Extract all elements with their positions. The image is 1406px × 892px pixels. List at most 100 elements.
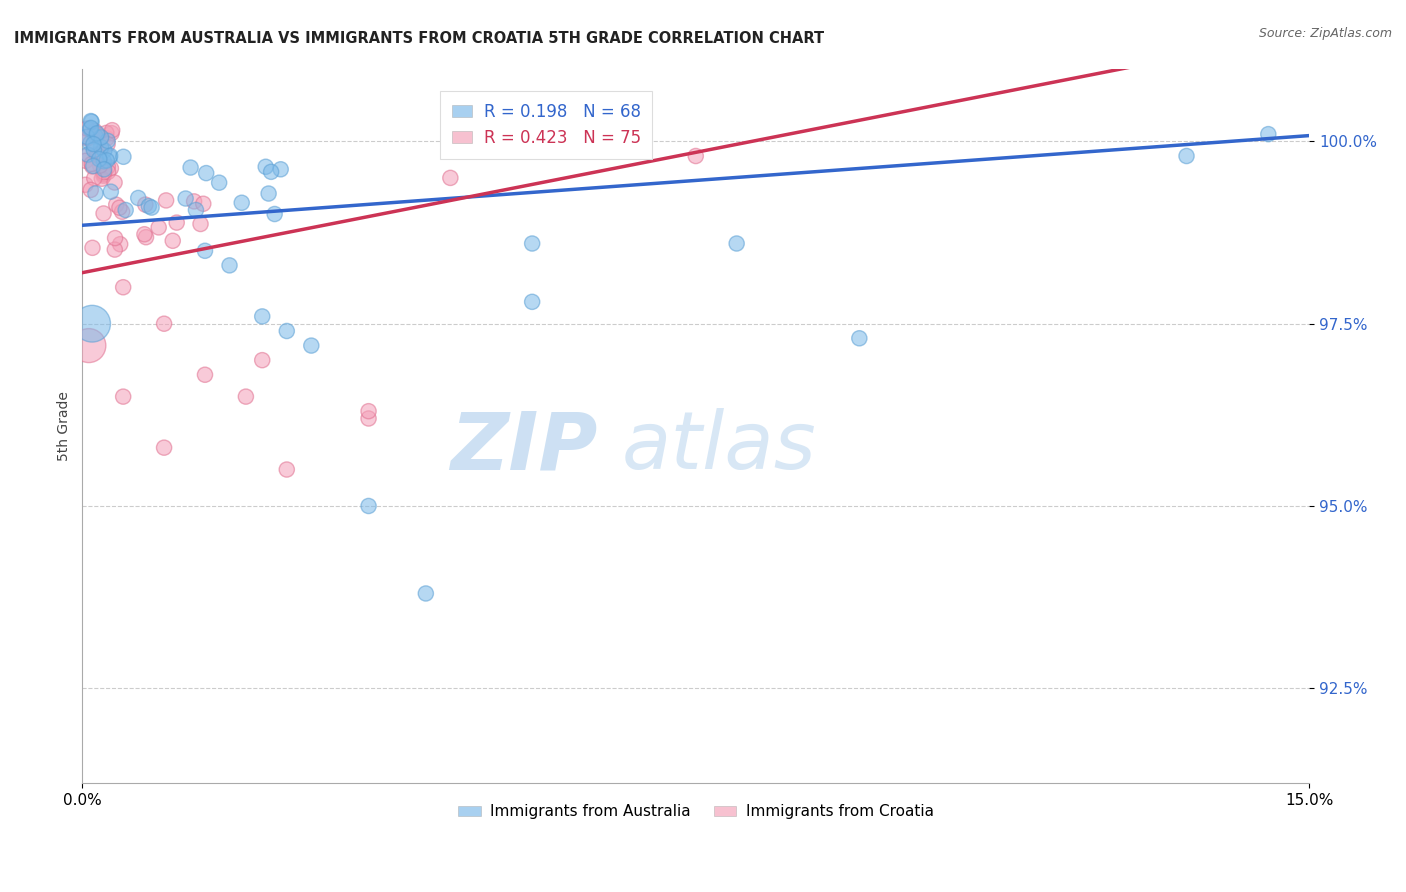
Text: Source: ZipAtlas.com: Source: ZipAtlas.com xyxy=(1258,27,1392,40)
Point xyxy=(89,152,111,166)
Point xyxy=(134,227,156,242)
Point xyxy=(357,411,380,425)
Point xyxy=(193,196,215,211)
Point xyxy=(218,259,240,273)
Point xyxy=(184,202,207,217)
Point xyxy=(190,217,212,231)
Point xyxy=(1175,149,1198,163)
Point xyxy=(90,130,112,145)
Point xyxy=(84,129,107,144)
Point xyxy=(685,149,707,163)
Point xyxy=(86,128,108,142)
Point xyxy=(77,148,100,162)
Point xyxy=(104,243,127,257)
Point xyxy=(98,149,121,163)
Point xyxy=(195,166,218,180)
Point xyxy=(90,171,112,186)
Point xyxy=(97,160,120,174)
Point xyxy=(415,586,437,600)
Point xyxy=(82,241,104,255)
Point xyxy=(439,170,461,185)
Point xyxy=(100,161,122,176)
Point xyxy=(97,137,120,152)
Point xyxy=(101,123,124,137)
Point xyxy=(194,368,217,382)
Point xyxy=(83,124,105,138)
Point xyxy=(134,197,156,211)
Point xyxy=(90,130,112,145)
Point xyxy=(98,150,121,164)
Point xyxy=(76,129,98,144)
Point xyxy=(76,121,98,136)
Point xyxy=(100,126,122,140)
Point xyxy=(1257,127,1279,141)
Point xyxy=(231,195,253,210)
Point xyxy=(75,178,97,192)
Point xyxy=(235,390,257,404)
Point xyxy=(194,244,217,258)
Point xyxy=(77,131,100,145)
Point xyxy=(263,207,285,221)
Point xyxy=(252,353,274,368)
Point xyxy=(260,165,283,179)
Point xyxy=(79,136,101,151)
Point xyxy=(103,176,125,190)
Point xyxy=(96,131,118,145)
Point xyxy=(86,148,108,162)
Point xyxy=(108,237,131,252)
Point xyxy=(114,202,136,217)
Point xyxy=(82,159,104,173)
Point xyxy=(80,114,103,128)
Point xyxy=(108,201,131,215)
Point xyxy=(84,186,107,201)
Point xyxy=(93,167,115,181)
Text: atlas: atlas xyxy=(621,409,817,486)
Point xyxy=(83,143,105,157)
Point xyxy=(153,441,176,455)
Point xyxy=(80,157,103,171)
Point xyxy=(83,128,105,142)
Text: IMMIGRANTS FROM AUSTRALIA VS IMMIGRANTS FROM CROATIA 5TH GRADE CORRELATION CHART: IMMIGRANTS FROM AUSTRALIA VS IMMIGRANTS … xyxy=(14,31,824,46)
Point xyxy=(80,183,103,197)
Point xyxy=(83,171,105,186)
Point xyxy=(112,390,135,404)
Point xyxy=(180,161,202,175)
Point xyxy=(75,153,97,168)
Point xyxy=(183,194,205,209)
Point xyxy=(148,220,170,235)
Point xyxy=(89,159,111,173)
Point xyxy=(76,131,98,145)
Legend: Immigrants from Australia, Immigrants from Croatia: Immigrants from Australia, Immigrants fr… xyxy=(451,798,939,825)
Point xyxy=(141,201,163,215)
Point xyxy=(93,206,115,220)
Point xyxy=(848,331,870,345)
Point xyxy=(93,165,115,179)
Point xyxy=(96,153,118,168)
Point xyxy=(97,134,120,148)
Point xyxy=(520,236,543,251)
Point xyxy=(89,153,111,168)
Point xyxy=(93,169,115,183)
Point xyxy=(77,338,100,352)
Point xyxy=(299,338,322,352)
Point xyxy=(97,165,120,179)
Point xyxy=(174,192,197,206)
Point xyxy=(254,160,277,174)
Point xyxy=(166,216,188,230)
Point xyxy=(208,176,231,190)
Point xyxy=(104,231,127,245)
Text: ZIP: ZIP xyxy=(450,409,598,486)
Point xyxy=(82,159,104,173)
Point xyxy=(90,140,112,154)
Point xyxy=(276,462,298,476)
Point xyxy=(93,154,115,169)
Point xyxy=(357,404,380,418)
Point xyxy=(111,204,134,219)
Point xyxy=(83,141,105,155)
Point xyxy=(100,185,122,199)
Point xyxy=(270,162,292,177)
Point xyxy=(725,236,748,251)
Point xyxy=(80,115,103,129)
Point xyxy=(155,194,177,208)
Point xyxy=(79,122,101,136)
